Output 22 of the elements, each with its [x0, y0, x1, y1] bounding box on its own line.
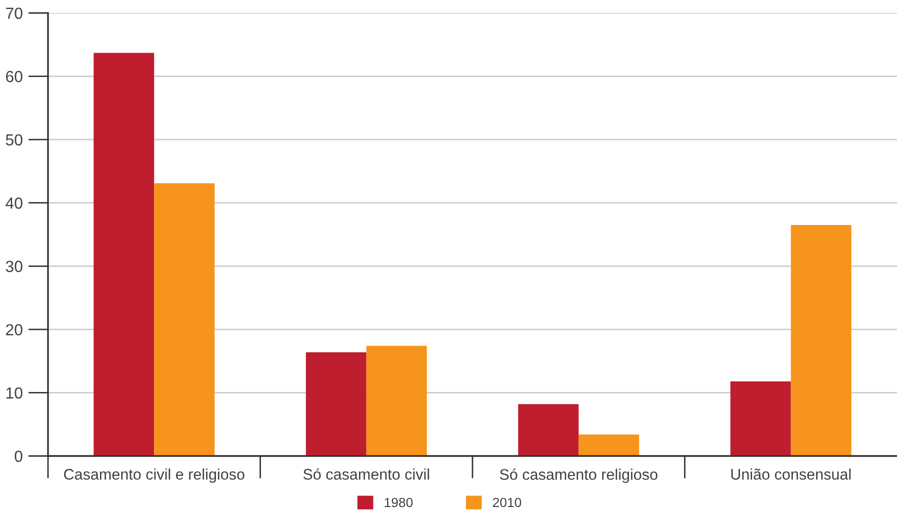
x-tick-label: Casamento civil e religioso [64, 468, 244, 483]
bar [518, 404, 579, 456]
x-tick-label: Só casamento religioso [500, 468, 658, 483]
legend-label: 2010 [492, 498, 522, 508]
y-tick-label: 60 [6, 70, 22, 82]
y-tick-label: 0 [14, 450, 22, 462]
bar [306, 352, 366, 456]
bar [790, 225, 852, 456]
legend-label: 1980 [384, 498, 413, 508]
y-tick-label: 40 [6, 197, 22, 209]
x-tick-label: Só casamento civil [303, 468, 430, 480]
bar [154, 183, 215, 456]
x-tick-label: União consensual [731, 468, 851, 480]
y-tick-label: 50 [6, 134, 22, 146]
y-tick-label: 30 [6, 260, 22, 272]
bar [730, 381, 791, 456]
bar [94, 52, 154, 456]
bar [578, 434, 640, 456]
y-tick-label: 20 [6, 324, 22, 336]
bar [366, 346, 427, 456]
y-tick-label: 70 [6, 8, 22, 19]
y-tick-label: 10 [6, 387, 22, 399]
